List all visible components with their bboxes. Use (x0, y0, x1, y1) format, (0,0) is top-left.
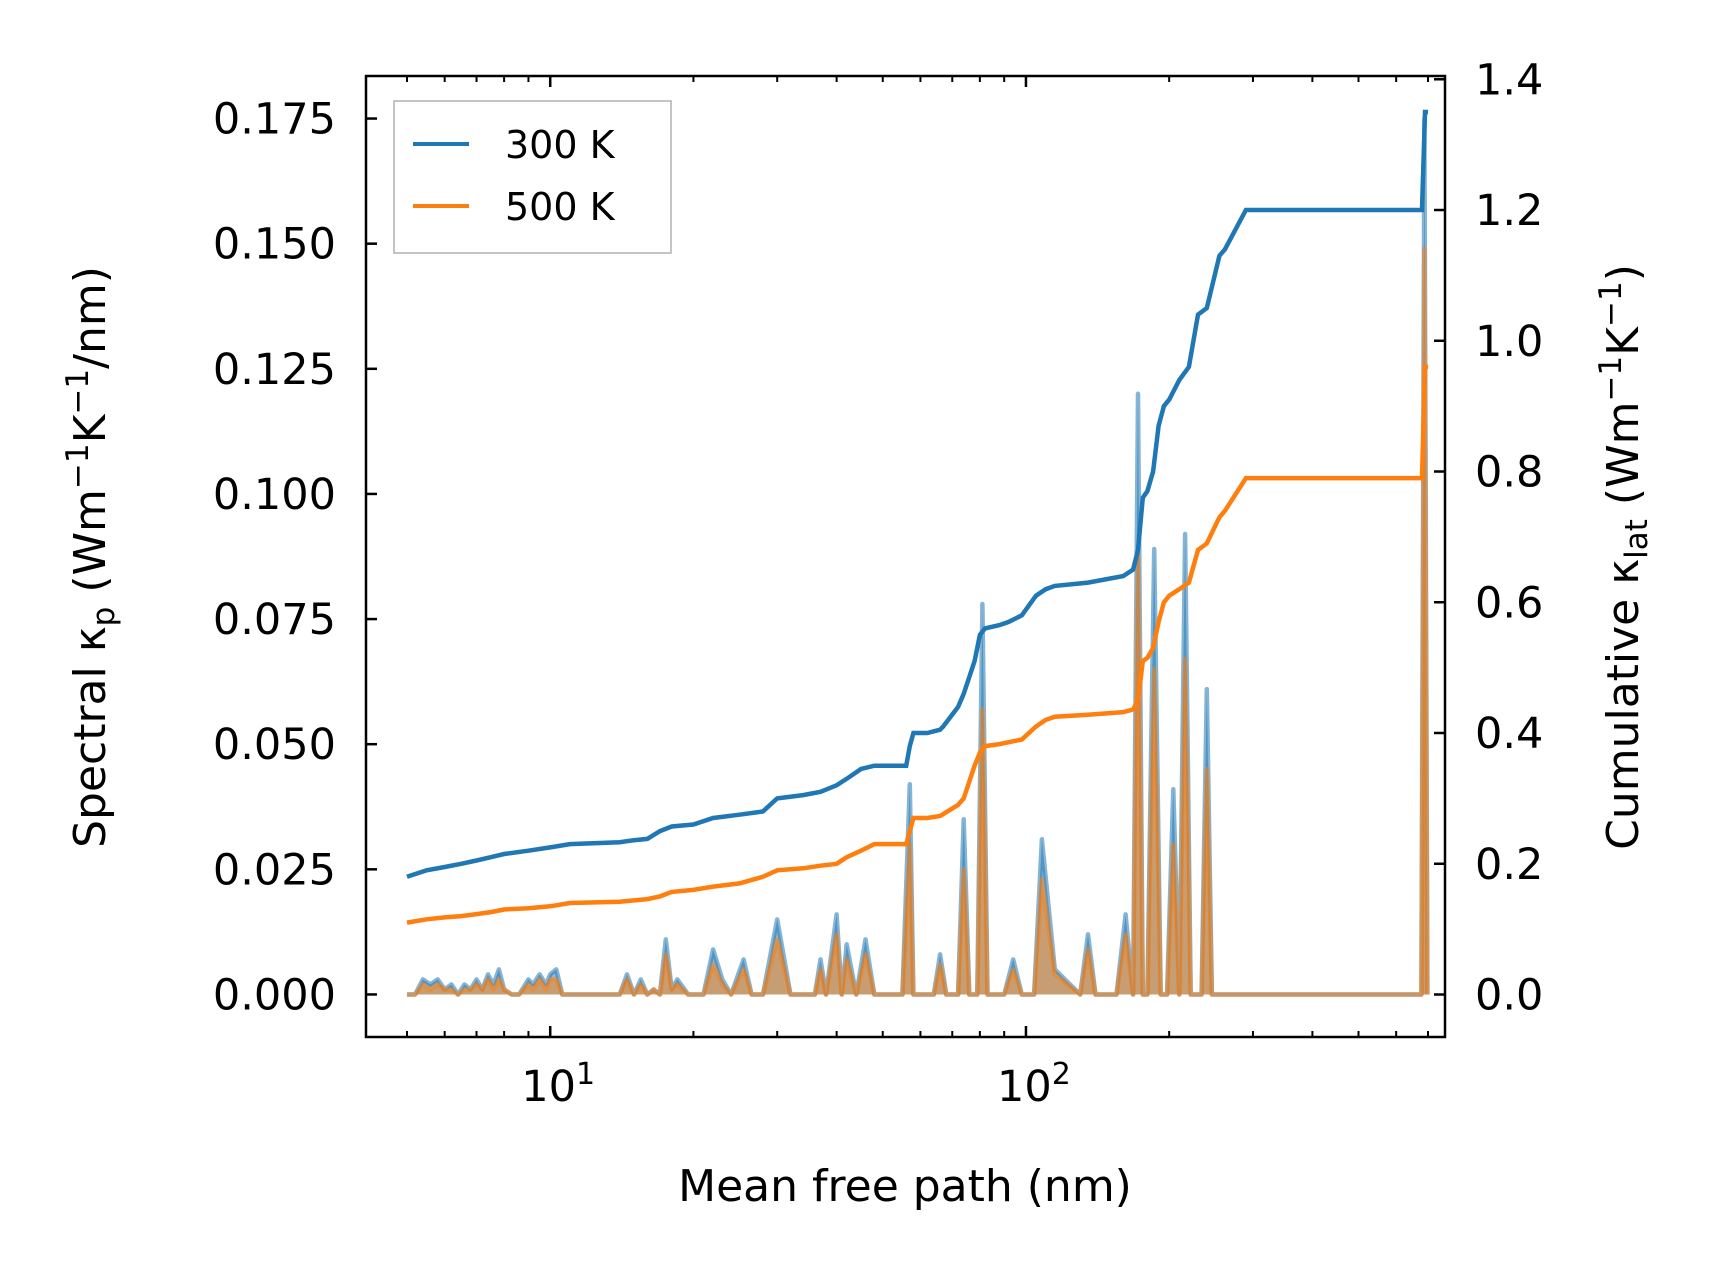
spectral-layer (407, 116, 1430, 997)
left-y-tick-label: 0.175 (213, 95, 336, 145)
spectral-line-500-k-spectral (407, 246, 1430, 997)
left-y-tick-label: 0.050 (213, 720, 336, 770)
legend-label-500k: 500 K (505, 185, 616, 229)
legend-label-300k: 300 K (505, 123, 616, 167)
left-y-tick-label: 0.125 (213, 345, 336, 395)
x-tick-label: 102 (997, 1057, 1071, 1112)
cumulative-line-500-k (406, 364, 1428, 925)
right-y-tick-label: 0.6 (1475, 578, 1543, 628)
right-y-axis-title: Cumulative κlat (Wm−1K−1) (1593, 264, 1655, 850)
right-y-tick-label: 1.4 (1475, 55, 1543, 105)
right-y-tick-label: 0.2 (1475, 840, 1543, 890)
left-y-tick-label: 0.075 (213, 595, 336, 645)
right-y-tick-label: 0.0 (1475, 971, 1543, 1021)
left-y-tick-label: 0.025 (213, 845, 336, 895)
right-y-tick-label: 1.2 (1475, 186, 1543, 236)
left-y-axis-title: Spectral κp (Wm−1K−1/nm) (60, 266, 122, 848)
x-axis-title: Mean free path (nm) (678, 1161, 1132, 1212)
x-tick-label: 101 (521, 1057, 595, 1112)
right-y-tick-label: 0.8 (1475, 448, 1543, 498)
plot-frame (364, 74, 1447, 1039)
left-y-tick-label: 0.150 (213, 220, 336, 270)
cumulative-layer (406, 109, 1428, 925)
legend: 300 K 500 K (393, 100, 672, 254)
cumulative-line-300-k (406, 109, 1428, 879)
legend-box (393, 100, 672, 254)
right-y-tick-label: 1.0 (1475, 317, 1543, 367)
left-y-tick-label: 0.000 (213, 970, 336, 1020)
left-y-tick-label: 0.100 (213, 470, 336, 520)
ticks-layer (366, 76, 1445, 1037)
right-y-tick-label: 0.4 (1475, 709, 1543, 759)
